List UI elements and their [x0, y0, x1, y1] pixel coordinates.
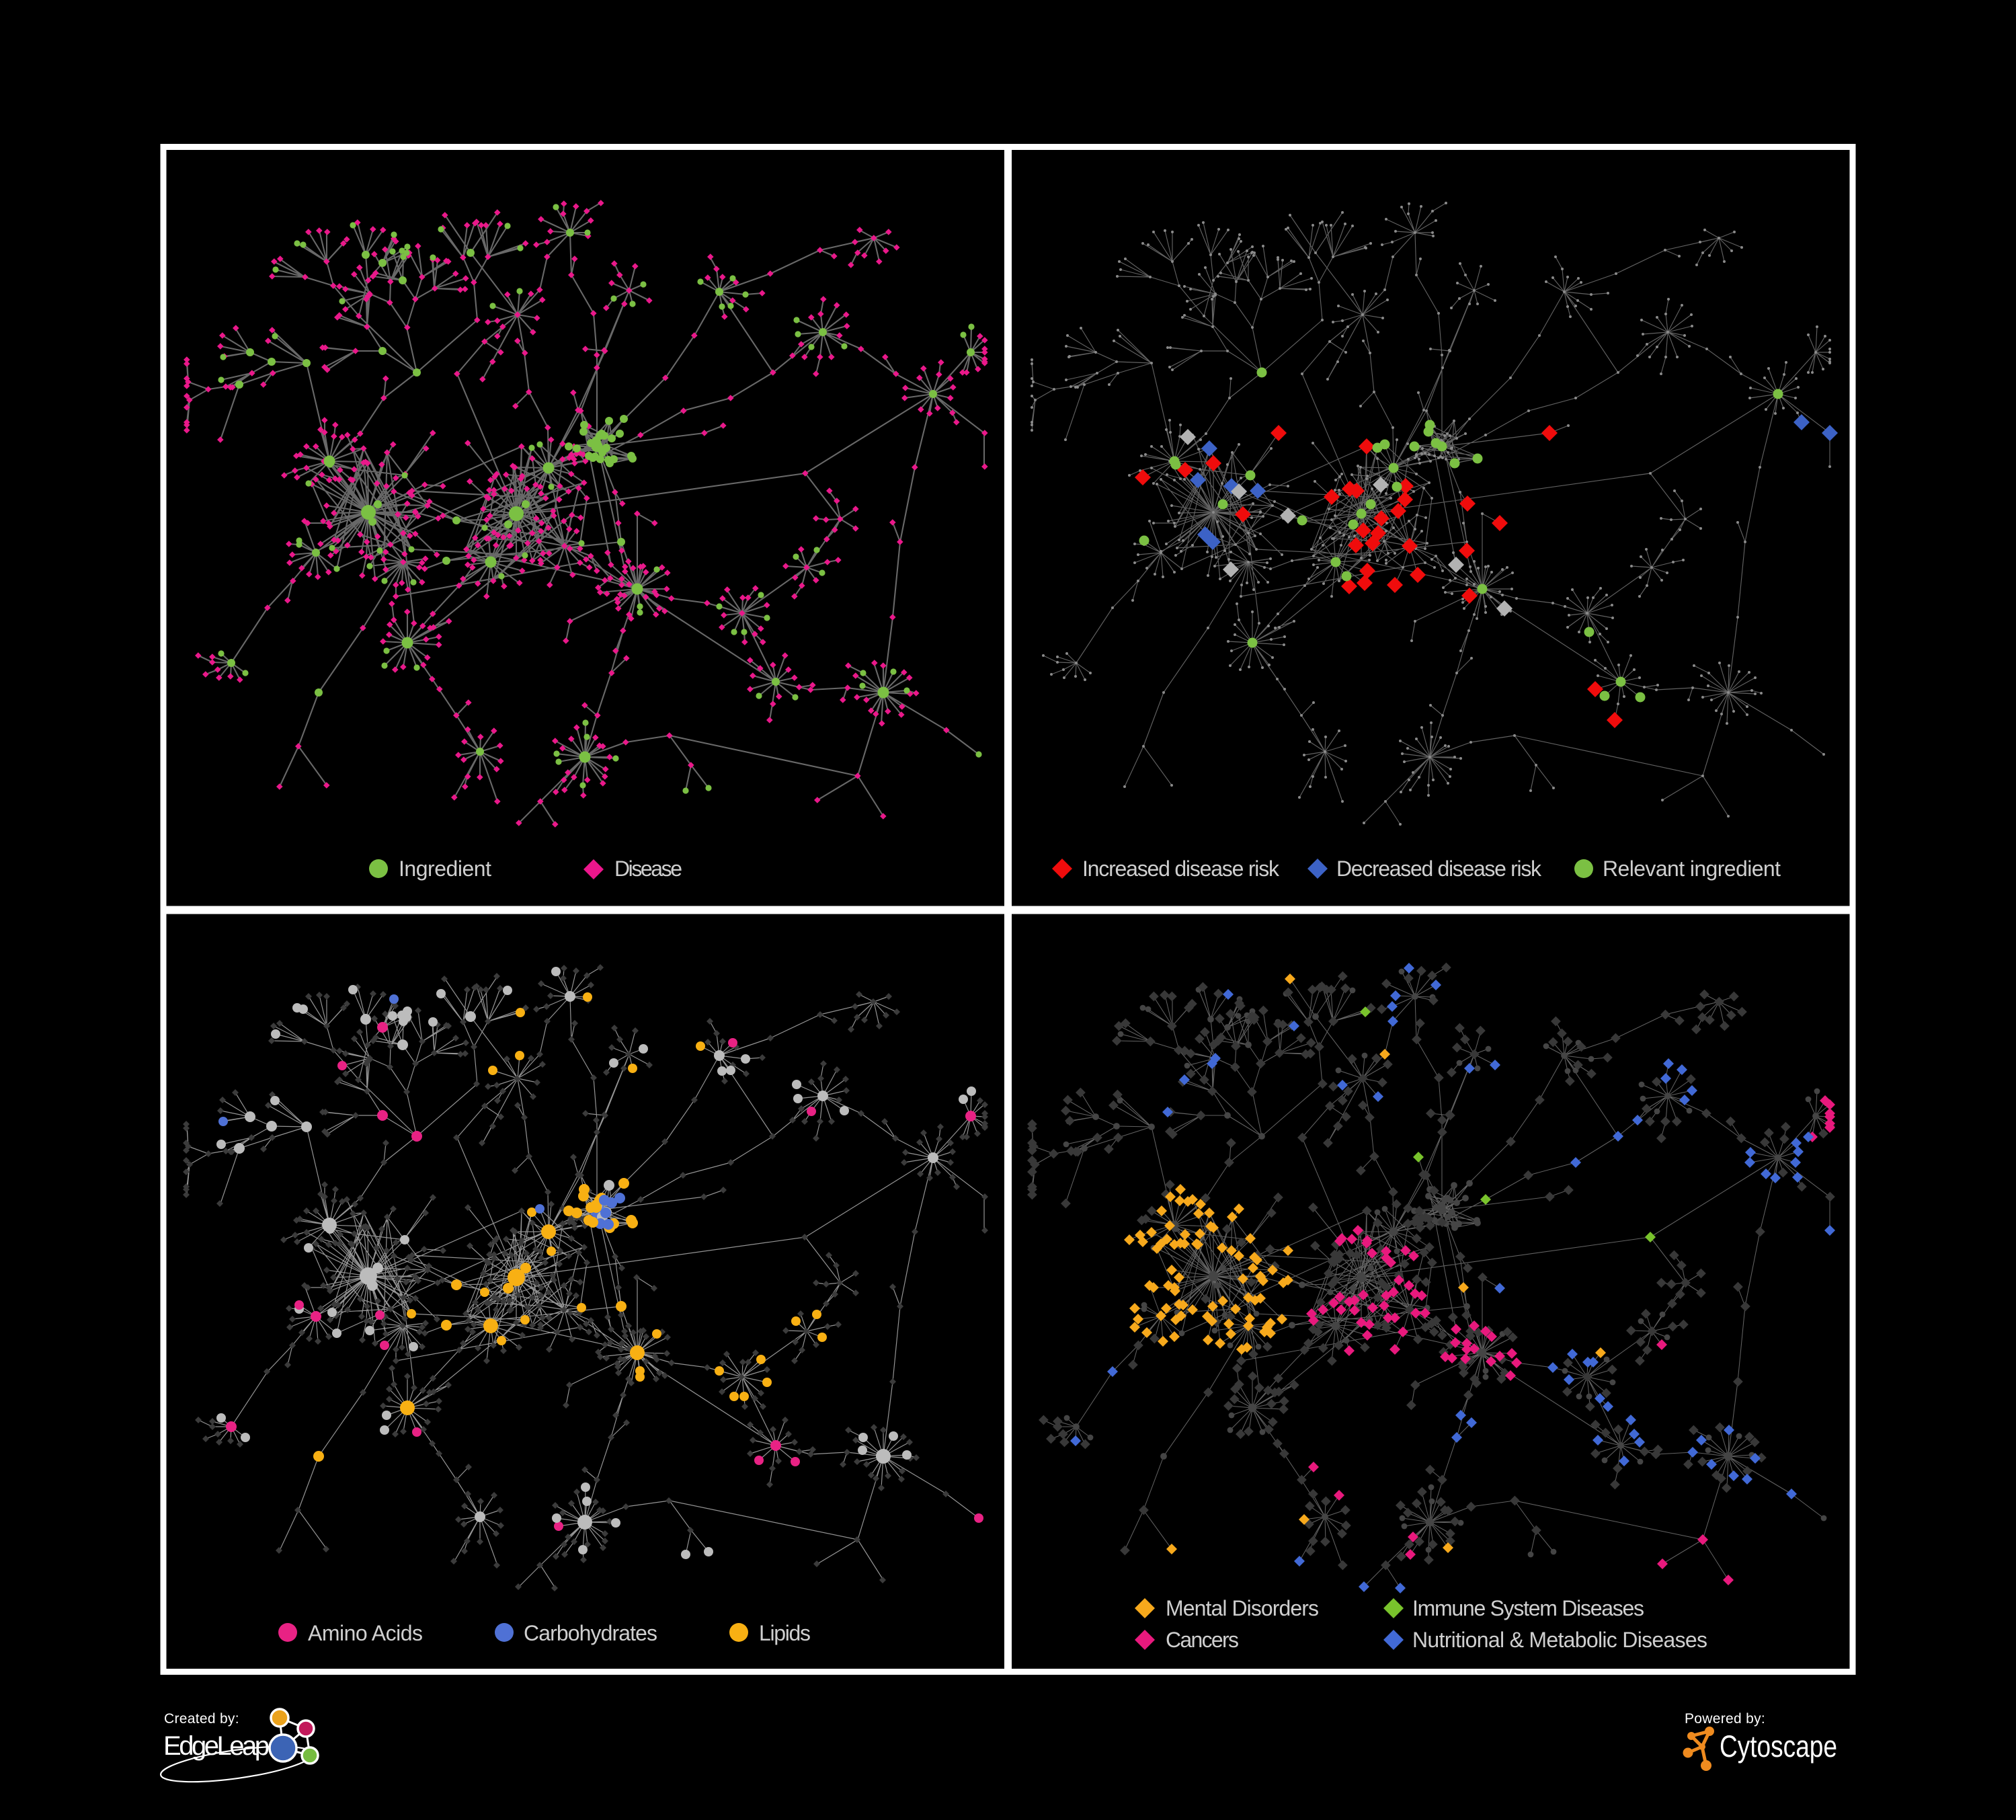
- svg-text:EdgeLeap: EdgeLeap: [163, 1731, 270, 1761]
- svg-text:Created by:: Created by:: [164, 1711, 239, 1727]
- svg-text:Lipids: Lipids: [759, 1621, 811, 1645]
- svg-text:Relevant ingredient: Relevant ingredient: [1603, 857, 1781, 881]
- svg-text:Disease: Disease: [614, 857, 682, 881]
- svg-text:Nutritional & Metabolic Diseas: Nutritional & Metabolic Diseases: [1412, 1628, 1707, 1652]
- svg-text:Carbohydrates: Carbohydrates: [524, 1621, 657, 1645]
- svg-text:Cancers: Cancers: [1166, 1628, 1239, 1652]
- svg-text:Powered by:: Powered by:: [1685, 1711, 1765, 1727]
- svg-text:Cytoscape: Cytoscape: [1720, 1729, 1837, 1764]
- svg-text:Amino Acids: Amino Acids: [308, 1621, 423, 1645]
- svg-text:Ingredient: Ingredient: [399, 857, 491, 881]
- svg-text:Immune System Diseases: Immune System Diseases: [1412, 1596, 1644, 1620]
- svg-text:Decreased disease risk: Decreased disease risk: [1336, 857, 1542, 881]
- svg-text:Mental Disorders: Mental Disorders: [1166, 1596, 1319, 1620]
- svg-text:Increased disease risk: Increased disease risk: [1082, 857, 1280, 881]
